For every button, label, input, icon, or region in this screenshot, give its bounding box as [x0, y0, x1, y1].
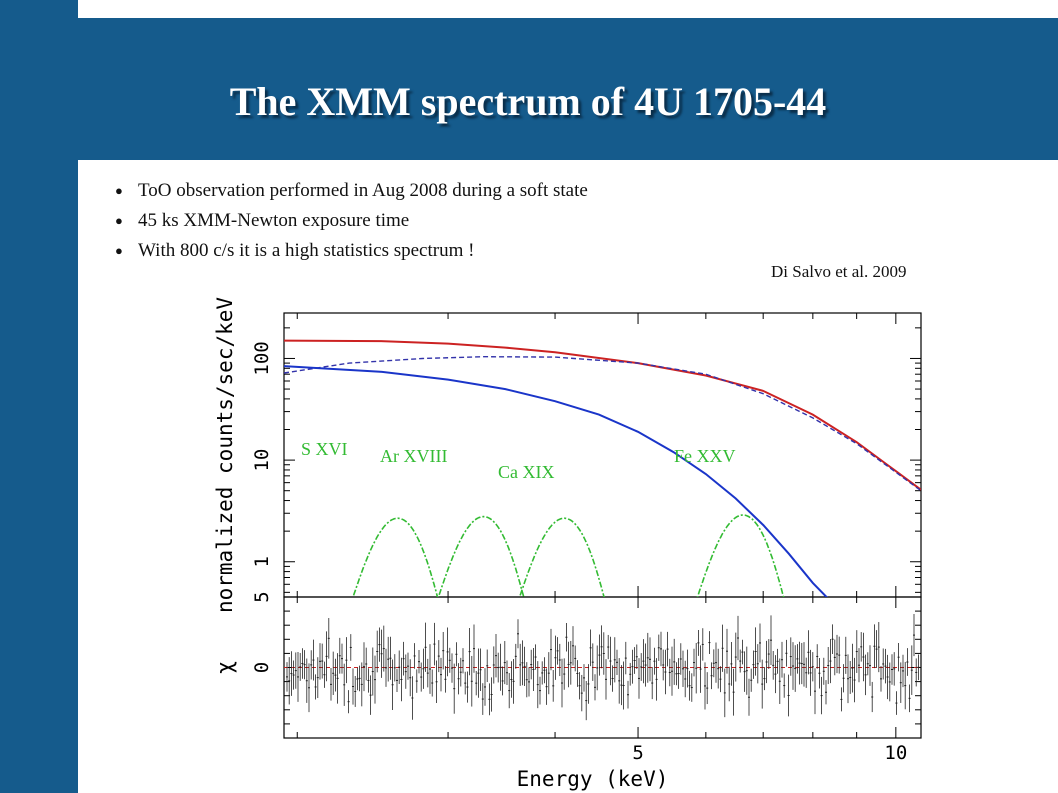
bullet-dot-icon: ●	[115, 213, 123, 228]
y-tick-label: 10	[251, 449, 273, 472]
y-axis-label: normalized counts/sec/keV	[213, 297, 237, 613]
line-label: Ar XVIII	[380, 446, 447, 466]
bullet-item: ● With 800 c/s it is a high statistics sp…	[115, 236, 588, 266]
bullet-dot-icon: ●	[115, 183, 123, 198]
series-group	[284, 339, 921, 597]
x-tick-label: 5	[632, 742, 643, 764]
slide-title: The XMM spectrum of 4U 1705-44	[229, 79, 827, 124]
residuals	[284, 614, 921, 721]
y-tick-label: 0	[251, 662, 273, 673]
bullet-dot-icon: ●	[115, 243, 123, 258]
y-tick-label: 1	[251, 556, 273, 567]
x-ticks	[296, 313, 897, 738]
bullet-item: ● 45 ks XMM-Newton exposure time	[115, 206, 588, 236]
emission-line-curve	[437, 515, 525, 597]
y-tick-label: 100	[251, 341, 273, 375]
bullet-text: ToO observation performed in Aug 2008 du…	[138, 180, 588, 201]
emission-lines	[352, 514, 785, 597]
bullet-list: ● ToO observation performed in Aug 2008 d…	[115, 176, 588, 266]
title-band	[78, 18, 1058, 160]
left-decor-band	[0, 0, 78, 793]
citation: Di Salvo et al. 2009	[771, 262, 907, 281]
chi-axis-label: χ	[213, 661, 238, 674]
series-line-2	[284, 365, 828, 597]
emission-line-curve	[696, 514, 785, 597]
line-label: S XVI	[301, 439, 348, 459]
bullet-text: With 800 c/s it is a high statistics spe…	[138, 240, 475, 261]
bullet-text: 45 ks XMM-Newton exposure time	[138, 210, 410, 231]
series-line-0	[284, 339, 921, 491]
emission-line-curve	[518, 517, 605, 597]
y-tick-label: 5	[251, 591, 273, 602]
bullet-item: ● ToO observation performed in Aug 2008 d…	[115, 176, 588, 206]
x-tick-label: 10	[884, 742, 907, 764]
x-axis-label: Energy (keV)	[517, 767, 669, 791]
line-label: Ca XIX	[498, 462, 555, 482]
line-label: Fe XXV	[674, 446, 736, 466]
y-ticks-top	[284, 327, 921, 593]
emission-line-curve	[352, 517, 439, 597]
